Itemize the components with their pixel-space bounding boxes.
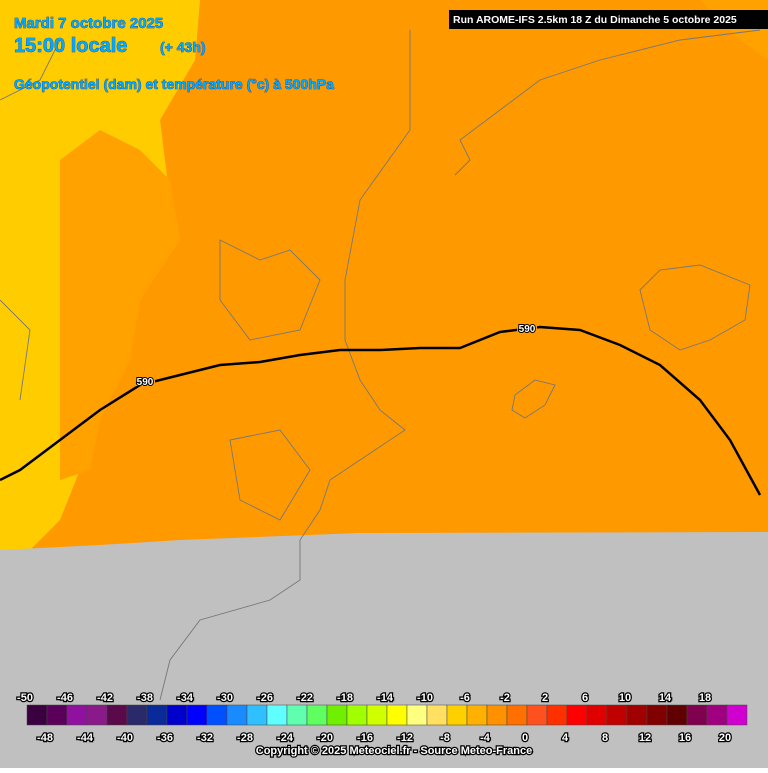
legend-swatch <box>66 704 88 726</box>
legend-label: -6 <box>460 692 470 704</box>
legend-label: 8 <box>602 732 608 744</box>
coastline <box>454 29 761 176</box>
legend-label: -30 <box>217 692 233 704</box>
legend-swatch <box>186 704 208 726</box>
legend-swatch <box>26 704 48 726</box>
legend-swatch <box>246 704 268 726</box>
legend-label: -20 <box>317 732 333 744</box>
legend-label: 20 <box>719 732 731 744</box>
legend-swatch <box>366 704 388 726</box>
legend-label: 2 <box>542 692 548 704</box>
run-banner <box>449 10 768 29</box>
legend-swatch <box>106 704 128 726</box>
legend-swatch <box>166 704 188 726</box>
forecast-lead: (+ 43h) <box>160 39 206 55</box>
legend-label: -16 <box>357 732 373 744</box>
legend-swatch <box>286 704 308 726</box>
legend-label: -38 <box>137 692 153 704</box>
legend-swatch <box>206 704 228 726</box>
legend-label: -18 <box>337 692 353 704</box>
legend-label: 12 <box>639 732 651 744</box>
legend-swatch <box>306 704 328 726</box>
legend-swatch <box>686 704 708 726</box>
contour-label: 590 <box>519 324 536 335</box>
legend-swatch <box>146 704 168 726</box>
legend-swatch <box>46 704 68 726</box>
border <box>229 429 311 521</box>
border <box>0 39 61 401</box>
legend-label: 18 <box>699 692 711 704</box>
island <box>639 264 751 351</box>
legend-label: -4 <box>480 732 491 744</box>
legend-label: -26 <box>257 692 273 704</box>
forecast-date: Mardi 7 octobre 2025 <box>14 15 163 32</box>
legend-swatch <box>646 704 668 726</box>
run-info: Run AROME-IFS 2.5km 18 Z du Dimanche 5 o… <box>453 14 737 26</box>
legend-swatch <box>606 704 628 726</box>
legend-label: -46 <box>57 692 73 704</box>
legend-swatch <box>506 704 528 726</box>
legend-swatch <box>566 704 588 726</box>
legend-label: -22 <box>297 692 313 704</box>
legend-swatch <box>706 704 728 726</box>
copyright: Copyright © 2025 Meteociel.fr - Source M… <box>256 745 532 757</box>
legend-label: 6 <box>582 692 588 704</box>
legend-label: -34 <box>177 692 194 704</box>
forecast-time: 15:00 locale <box>14 35 127 57</box>
legend-label: -8 <box>440 732 450 744</box>
geopotential-contour <box>0 325 762 496</box>
border <box>219 239 321 341</box>
legend-swatch <box>546 704 568 726</box>
legend-swatch <box>346 704 368 726</box>
transition-region <box>60 130 180 480</box>
legend-label: 16 <box>679 732 691 744</box>
legend-swatch <box>726 704 748 726</box>
legend-label: 10 <box>619 692 631 704</box>
island <box>511 379 556 419</box>
field-description: Géopotentiel (dam) et température (°c) à… <box>14 76 334 92</box>
contour-label-bg <box>135 375 155 386</box>
legend-swatch <box>406 704 428 726</box>
contour-label: 590 <box>137 377 154 388</box>
coastlines <box>0 29 761 701</box>
legend-label: -32 <box>197 732 213 744</box>
legend-swatch <box>626 704 648 726</box>
legend-swatch <box>386 704 408 726</box>
legend-swatch <box>426 704 448 726</box>
legend-swatch <box>526 704 548 726</box>
legend-swatch <box>226 704 248 726</box>
legend-swatch <box>666 704 688 726</box>
legend-label: -12 <box>397 732 413 744</box>
legend-swatch <box>466 704 488 726</box>
legend-label: -36 <box>157 732 173 744</box>
legend-label: -2 <box>500 692 510 704</box>
legend-label: 14 <box>659 692 672 704</box>
legend-swatch <box>266 704 288 726</box>
no-data-area <box>0 532 768 768</box>
legend-label: -40 <box>117 732 133 744</box>
legend-swatch <box>446 704 468 726</box>
coastline <box>159 30 411 701</box>
legend-label: -14 <box>377 692 394 704</box>
legend-label: 4 <box>562 732 569 744</box>
legend-label: -50 <box>17 692 33 704</box>
legend-label: -48 <box>37 732 53 744</box>
contour-label-bg <box>517 322 537 333</box>
legend-swatch <box>126 704 148 726</box>
legend-label: 0 <box>522 732 528 744</box>
legend-swatch <box>586 704 608 726</box>
legend-label: -24 <box>277 732 294 744</box>
legend-swatch <box>486 704 508 726</box>
color-legend: -50-48-46-44-42-40-38-36-34-32-30-28-26-… <box>16 691 748 745</box>
legend-label: -28 <box>237 732 253 744</box>
legend-label: -42 <box>97 692 113 704</box>
contour-labels: 590 590 <box>135 322 537 389</box>
legend-label: -10 <box>417 692 433 704</box>
legend-label: -44 <box>77 732 94 744</box>
legend-swatch <box>86 704 108 726</box>
legend-swatch <box>326 704 348 726</box>
